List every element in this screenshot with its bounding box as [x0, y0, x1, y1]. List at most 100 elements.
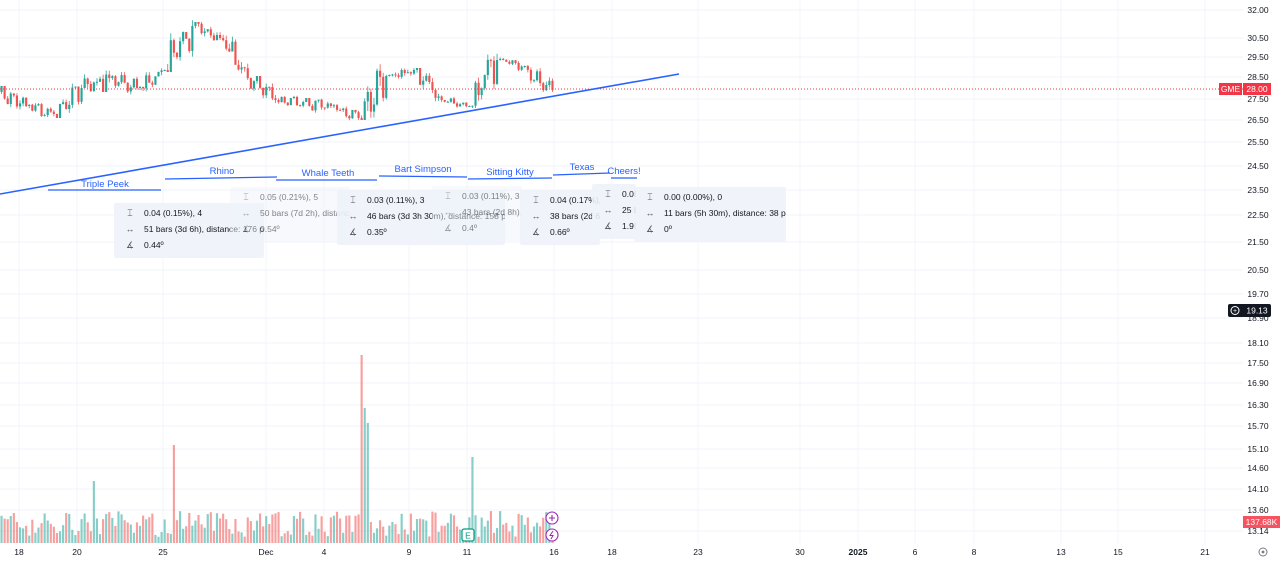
pattern-label: Cheers! — [607, 166, 640, 177]
candle-body — [366, 91, 369, 102]
price-tick-label: 19.70 — [1247, 289, 1269, 299]
price-tick-label: 14.60 — [1247, 463, 1269, 473]
price-tick-label: 32.00 — [1247, 5, 1269, 15]
measure-value: 0.54º — [260, 224, 280, 234]
candle-body — [308, 98, 311, 106]
measure-tooltip: ⌶ 0.04 (0.17%), 4 ↔ 38 bars (2d 6h), distan… — [520, 190, 600, 245]
main-trendline[interactable] — [0, 73, 680, 195]
volume-bar — [335, 511, 339, 543]
candle-body — [548, 80, 551, 85]
candle-body — [86, 78, 89, 84]
volume-bar — [314, 514, 317, 543]
settings-gear-icon[interactable] — [1258, 547, 1268, 557]
volume-bar — [123, 520, 126, 543]
time-axis[interactable]: 18 20 25 Dec 4 9 11 16 18 23 30 2025 6 8 13 15 21 — [14, 547, 1210, 557]
measure-range-row: ↔ 11 bars (5h 30m), distance: 38 px — [634, 205, 787, 221]
candle-body — [514, 60, 517, 63]
angle-icon: ∡ — [531, 226, 541, 237]
lightning-event-icon[interactable] — [545, 528, 559, 542]
volume-bar — [514, 536, 517, 543]
volume-bar — [49, 523, 52, 543]
volume-bar — [77, 530, 80, 543]
volume-bar — [212, 530, 215, 543]
volume-bar — [31, 519, 34, 543]
volume-bar — [80, 519, 83, 543]
volume-bar — [422, 519, 425, 543]
candle-body — [535, 71, 539, 81]
candle-body — [542, 83, 545, 91]
candle-body — [354, 109, 357, 113]
sitting-kitty-line[interactable] — [467, 177, 553, 180]
angle-icon: ∡ — [645, 223, 655, 234]
volume-bar — [228, 529, 231, 543]
volume-bar — [169, 533, 172, 543]
volume-bar — [415, 519, 419, 543]
bart-simpson-line[interactable] — [378, 175, 468, 178]
bar-range-icon: ↔ — [241, 208, 251, 218]
volume-bar — [135, 522, 139, 543]
grid-lines — [0, 0, 1243, 544]
volume-bar — [197, 515, 200, 543]
volume-bar — [317, 528, 320, 543]
measure-tooltip: ⌶ 0.05 (0.21%), 5 ↔ 50 bars (7d 2h), distan… — [230, 187, 350, 242]
candle-body — [262, 87, 265, 96]
candle-body — [348, 116, 351, 119]
measure-tooltip: ⌶ 0.04 (0.15%), 4 ↔ 51 bars (3d 6h), distan… — [114, 203, 264, 258]
earnings-marker-label: E — [465, 531, 471, 541]
plus-event-icon[interactable] — [545, 511, 559, 525]
volume-bar — [240, 532, 243, 543]
volume-bar — [443, 525, 446, 543]
add-alert-icon[interactable] — [1230, 306, 1240, 315]
measure-price-row: ⌶ 0.04 (0.17%), 4 — [520, 192, 600, 208]
candle-body — [339, 109, 342, 111]
rhino-line[interactable] — [164, 176, 278, 180]
candle-body — [240, 67, 243, 70]
measure-price-row: ⌶ 0.05 (0.21%), 5 — [230, 189, 350, 205]
angle-icon: ∡ — [125, 239, 135, 250]
volume-bar — [508, 531, 511, 543]
candle-body — [215, 34, 219, 41]
time-tick-label: Dec — [258, 547, 274, 557]
candle-body — [323, 107, 326, 109]
volume-bar — [108, 512, 111, 543]
volume-bar — [222, 513, 225, 543]
volume-bar — [262, 526, 265, 543]
volume-bar — [385, 535, 388, 543]
volume-bar — [505, 522, 508, 543]
candle-body — [249, 78, 252, 89]
volume-bar — [332, 515, 336, 543]
measure-value: 0.04 (0.15%), 4 — [144, 208, 203, 218]
measure-tooltip: ⌶ 0.03 (0.11%), 3 ↔ 43 bars (2d 8h), distan… — [432, 186, 522, 241]
volume-bar — [3, 518, 6, 543]
price-axis[interactable]: 32.00 30.50 29.50 28.50 27.50 26.50 25.50 24.50… — [1247, 5, 1269, 536]
measure-price-row: ⌶ 0.03 (0.11%), 3 — [337, 192, 505, 208]
candle-body — [34, 105, 37, 111]
candle-body — [197, 22, 200, 24]
volume-bar — [471, 457, 474, 543]
candle-body — [505, 60, 508, 62]
texas-line[interactable] — [552, 172, 611, 176]
volume-bar — [499, 511, 502, 543]
candle-body — [428, 75, 431, 83]
volume-bar — [375, 528, 379, 543]
crosshair-price-badge[interactable]: + 19.13 — [1228, 304, 1271, 317]
price-tick-label: 13.14 — [1247, 526, 1269, 536]
candle-body — [486, 59, 489, 76]
earnings-marker[interactable]: E — [461, 528, 475, 542]
candle-body — [126, 82, 129, 92]
volume-bar — [425, 520, 428, 543]
time-tick-label: 16 — [549, 547, 559, 557]
candle-body — [40, 104, 43, 116]
trendlines[interactable] — [0, 73, 680, 195]
candle-body — [228, 48, 231, 52]
volume-bar — [339, 518, 342, 543]
volume-bar — [363, 408, 366, 543]
candle-body — [465, 102, 468, 107]
volume-bars — [0, 355, 554, 543]
candle-body — [191, 26, 194, 51]
candle-body — [283, 96, 286, 103]
candle-body — [388, 74, 391, 76]
candle-body — [314, 100, 317, 111]
